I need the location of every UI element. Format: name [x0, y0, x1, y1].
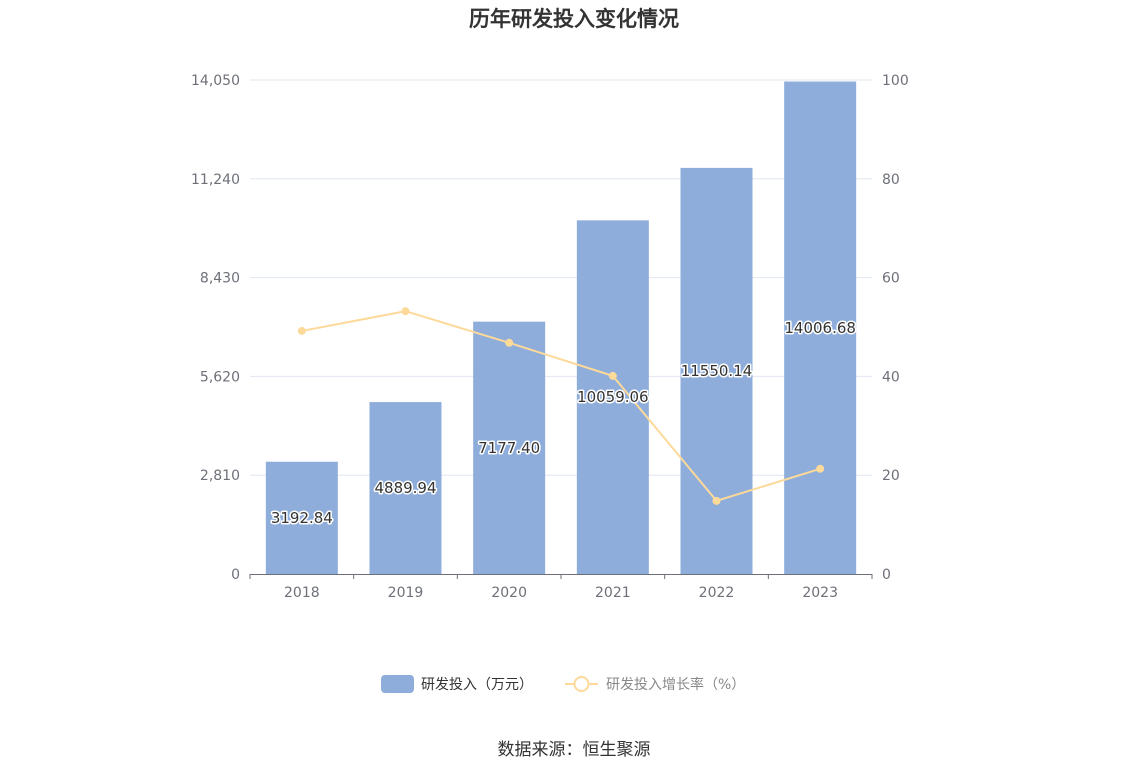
- y-left-tick-label: 5,620: [200, 369, 240, 385]
- y-right-tick-label: 80: [882, 172, 900, 188]
- y-left-tick-label: 0: [231, 567, 240, 583]
- y-right-tick-label: 40: [882, 369, 900, 385]
- bar[interactable]: [369, 402, 442, 574]
- y-right-tick-label: 100: [882, 73, 909, 89]
- line-point[interactable]: [401, 307, 410, 316]
- chart-title: 历年研发投入变化情况: [469, 7, 679, 31]
- line-series: [297, 307, 825, 505]
- x-tick-label: 2018: [284, 585, 320, 601]
- x-tick-label: 2022: [699, 585, 735, 601]
- legend-item-line[interactable]: 研发投入增长率（%）: [565, 676, 745, 693]
- line-point[interactable]: [505, 338, 514, 347]
- line-point[interactable]: [297, 326, 306, 335]
- y-right-tick-label: 0: [882, 567, 891, 583]
- bar-value-label: 11550.14: [681, 362, 753, 380]
- legend-bar-swatch: [381, 675, 414, 693]
- line-point[interactable]: [816, 464, 825, 473]
- y-left-tick-label: 8,430: [200, 271, 240, 287]
- x-tick-label: 2021: [595, 585, 631, 601]
- y-left-tick-label: 14,050: [191, 73, 240, 89]
- legend: 研发投入（万元） 研发投入增长率（%）: [381, 675, 745, 693]
- x-tick-label: 2020: [491, 585, 527, 601]
- bar[interactable]: [680, 167, 753, 574]
- legend-bar-label: 研发投入（万元）: [421, 677, 533, 693]
- bar-value-label: 3192.84: [271, 509, 333, 527]
- x-tick-label: 2019: [388, 585, 424, 601]
- y-right-tick-label: 60: [882, 271, 900, 287]
- bar-labels: 3192.84 4889.94 7177.40 10059.06 11550.14 140…: [269, 317, 857, 528]
- bar-value-label: 14006.68: [784, 319, 856, 337]
- source-note: 数据来源：恒生聚源: [498, 740, 651, 760]
- line-point[interactable]: [608, 371, 617, 380]
- bar[interactable]: [265, 461, 338, 574]
- y-right-tick-label: 20: [882, 468, 900, 484]
- bar[interactable]: [784, 81, 857, 575]
- bar-value-label: 4889.94: [374, 479, 436, 497]
- legend-line-label: 研发投入增长率（%）: [606, 676, 745, 693]
- line-point[interactable]: [712, 496, 721, 505]
- x-tick-label: 2023: [802, 585, 838, 601]
- axes: 0 2,810 5,620 8,430 11,240 14,050 0 20 40 60 80 100…: [191, 73, 909, 601]
- bar-series: [265, 81, 857, 575]
- bar[interactable]: [473, 321, 546, 574]
- legend-item-bar[interactable]: 研发投入（万元）: [381, 675, 533, 693]
- legend-line-marker: [573, 676, 590, 692]
- y-left-tick-label: 2,810: [200, 468, 240, 484]
- bar-value-label: 7177.40: [478, 439, 540, 457]
- grid: [250, 79, 872, 476]
- growth-line: [301, 310, 821, 503]
- bar[interactable]: [576, 220, 649, 574]
- bar-value-label: 10059.06: [577, 388, 649, 406]
- y-left-tick-label: 11,240: [191, 172, 240, 188]
